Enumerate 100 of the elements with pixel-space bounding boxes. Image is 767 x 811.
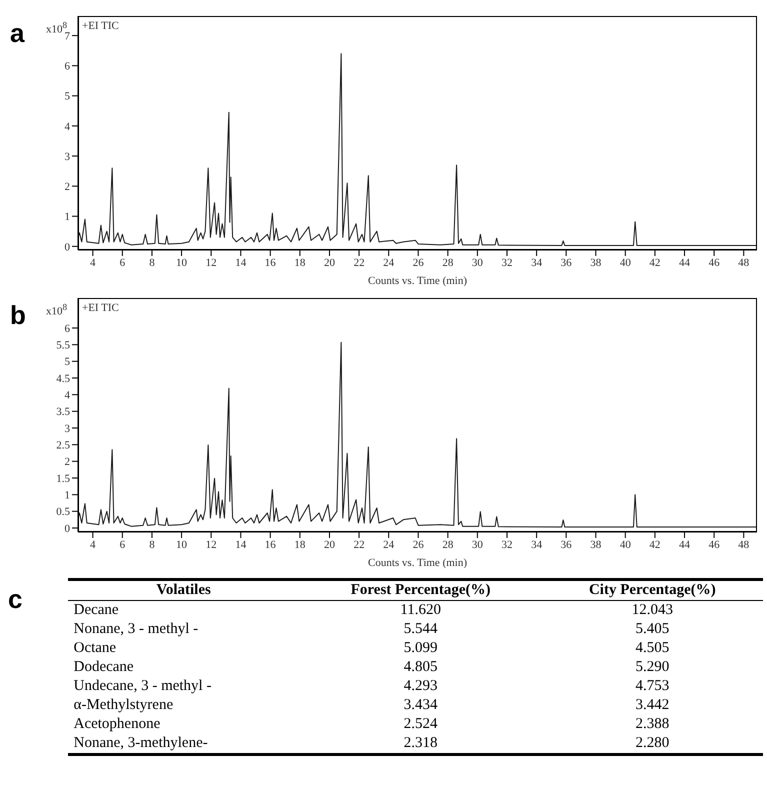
x-tick-label: 44 bbox=[679, 538, 691, 551]
y-tick-label: 4 bbox=[64, 390, 70, 402]
x-tick-label: 40 bbox=[620, 256, 632, 269]
data-label: 5.290 bbox=[634, 658, 670, 677]
x-tick-label: 20 bbox=[324, 256, 336, 269]
x-tick-label: 42 bbox=[649, 256, 660, 269]
text: c bbox=[8, 583, 24, 616]
x-tick-label: 40 bbox=[620, 538, 632, 551]
x-tick-label: 4 bbox=[90, 256, 96, 269]
x-tick-label: 44 bbox=[679, 256, 691, 269]
x-tick-label: 12 bbox=[206, 538, 217, 551]
x-tick-label: 8 bbox=[149, 256, 156, 269]
x-tick-label: 32 bbox=[502, 256, 512, 269]
category-label: Acetophenone bbox=[72, 715, 162, 734]
y-tick-label: 2 bbox=[64, 181, 70, 194]
category-label: Nonane, 3 - methyl - bbox=[72, 620, 200, 639]
chart-title: a bbox=[10, 18, 24, 49]
x-axis-title: Counts vs. Time (min) bbox=[368, 557, 468, 569]
y-tick-label: 2 bbox=[64, 456, 70, 468]
x-tick-label: 14 bbox=[235, 538, 247, 551]
y-tick-label: 0.5 bbox=[56, 506, 70, 518]
x-tick-label: 28 bbox=[442, 256, 454, 269]
y-tick-label: 5 bbox=[64, 90, 70, 103]
x-tick-label: 26 bbox=[412, 538, 424, 551]
y-tick-label: 4.5 bbox=[56, 372, 70, 385]
x-tick-label: 16 bbox=[264, 256, 276, 269]
x-tick-label: 6 bbox=[120, 538, 126, 551]
x-tick-label: 22 bbox=[354, 256, 365, 269]
data-label: 3.442 bbox=[634, 696, 670, 715]
y-tick-label: 7 bbox=[64, 30, 70, 42]
y-tick-label: 6 bbox=[64, 60, 70, 73]
category-label: α-Methylstyrene bbox=[72, 696, 174, 715]
x-tick-label: 36 bbox=[560, 538, 572, 551]
y-tick-label: 4 bbox=[64, 120, 70, 133]
x-tick-label: 24 bbox=[383, 256, 395, 269]
x-tick-label: 30 bbox=[472, 256, 484, 269]
y-tick-label: 3.5 bbox=[56, 406, 70, 418]
text: x10$^{8}$ bbox=[46, 302, 68, 318]
category-label: Decane bbox=[72, 601, 120, 620]
x-tick-label: 14 bbox=[235, 256, 247, 269]
y-tick-label: 3 bbox=[64, 422, 70, 435]
data-label: 3.434 bbox=[402, 696, 439, 715]
data-label: 2.388 bbox=[634, 715, 670, 734]
data-label: 2.318 bbox=[402, 734, 439, 753]
line-series bbox=[78, 342, 757, 528]
data-label: 5.544 bbox=[402, 620, 439, 639]
x-tick-label: 48 bbox=[738, 538, 750, 551]
category-label: Dodecane bbox=[72, 658, 135, 677]
x-tick-label: 12 bbox=[206, 256, 217, 269]
x-tick-label: 32 bbox=[502, 538, 512, 551]
x-tick-label: 18 bbox=[294, 256, 306, 269]
y-tick-label: 1.5 bbox=[56, 472, 70, 485]
text: Volatiles bbox=[155, 581, 212, 600]
data-label: 5.099 bbox=[402, 639, 439, 658]
y-tick-label: 0 bbox=[64, 241, 70, 254]
x-tick-label: 22 bbox=[354, 538, 365, 551]
x-tick-label: 8 bbox=[149, 538, 156, 551]
data-label: 4.805 bbox=[402, 658, 439, 677]
category-label: Octane bbox=[72, 639, 118, 658]
x-tick-label: 20 bbox=[324, 538, 336, 551]
x-tick-label: 30 bbox=[472, 538, 484, 551]
y-tick-label: 2.5 bbox=[56, 440, 70, 452]
x-axis-title: Counts vs. Time (min) bbox=[368, 275, 468, 287]
x-tick-label: 46 bbox=[708, 538, 720, 551]
x-tick-label: 24 bbox=[383, 538, 395, 551]
data-label: 12.043 bbox=[630, 601, 674, 620]
y-tick-label: 5 bbox=[64, 356, 70, 368]
x-tick-label: 26 bbox=[412, 256, 424, 269]
x-tick-label: 38 bbox=[590, 256, 602, 269]
x-tick-label: 34 bbox=[531, 538, 543, 551]
data-label: 2.524 bbox=[402, 715, 439, 734]
data-label: 11.620 bbox=[399, 601, 442, 620]
x-tick-label: 16 bbox=[264, 538, 276, 551]
y-tick-label: 1 bbox=[64, 211, 70, 224]
y-tick-label: 1 bbox=[64, 490, 70, 502]
x-tick-label: 42 bbox=[649, 538, 660, 551]
x-tick-label: 4 bbox=[90, 538, 96, 551]
y-tick-label: 0 bbox=[64, 522, 70, 535]
data-label: 2.280 bbox=[634, 734, 670, 753]
x-tick-label: 10 bbox=[176, 538, 188, 551]
x-tick-label: 34 bbox=[531, 256, 543, 269]
y-tick-label: 6 bbox=[64, 322, 70, 335]
annotation: +EI TIC bbox=[82, 20, 119, 32]
x-tick-label: 10 bbox=[176, 256, 188, 269]
x-tick-label: 6 bbox=[120, 256, 126, 269]
category-label: Undecane, 3 - methyl - bbox=[72, 677, 212, 696]
x-tick-label: 18 bbox=[294, 538, 306, 551]
data-label: 4.505 bbox=[634, 639, 670, 658]
data-label: 4.293 bbox=[402, 677, 439, 696]
category-label: Nonane, 3-methylene- bbox=[72, 734, 209, 753]
text: Forest Percentage(%) bbox=[350, 581, 492, 600]
line-series bbox=[78, 53, 757, 246]
x-tick-label: 46 bbox=[708, 256, 720, 269]
y-tick-label: 3 bbox=[64, 150, 70, 163]
x-tick-label: 38 bbox=[590, 538, 602, 551]
x-tick-label: 28 bbox=[442, 538, 454, 551]
x-tick-label: 48 bbox=[738, 256, 750, 269]
data-label: 5.405 bbox=[634, 620, 670, 639]
y-tick-label: 5.5 bbox=[56, 340, 70, 352]
chart-title: b bbox=[10, 300, 26, 331]
